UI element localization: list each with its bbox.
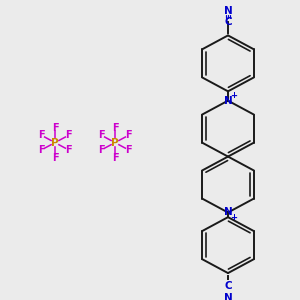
Text: F: F	[38, 130, 44, 140]
Text: F: F	[125, 130, 132, 140]
Text: F: F	[38, 145, 44, 155]
Text: +: +	[230, 213, 238, 222]
Text: N: N	[224, 293, 232, 300]
Text: N: N	[224, 208, 232, 218]
Text: P: P	[51, 138, 59, 148]
Text: N: N	[224, 6, 232, 16]
Text: F: F	[52, 123, 58, 133]
Text: F: F	[98, 130, 104, 140]
Text: F: F	[65, 145, 72, 155]
Text: N: N	[224, 96, 232, 106]
Text: F: F	[112, 152, 118, 163]
Text: F: F	[52, 152, 58, 163]
Text: C: C	[224, 17, 232, 27]
Text: C: C	[224, 281, 232, 291]
Text: P: P	[111, 138, 119, 148]
Text: F: F	[125, 145, 132, 155]
Text: F: F	[112, 123, 118, 133]
Text: +: +	[230, 92, 238, 100]
Text: F: F	[98, 145, 104, 155]
Text: F: F	[65, 130, 72, 140]
